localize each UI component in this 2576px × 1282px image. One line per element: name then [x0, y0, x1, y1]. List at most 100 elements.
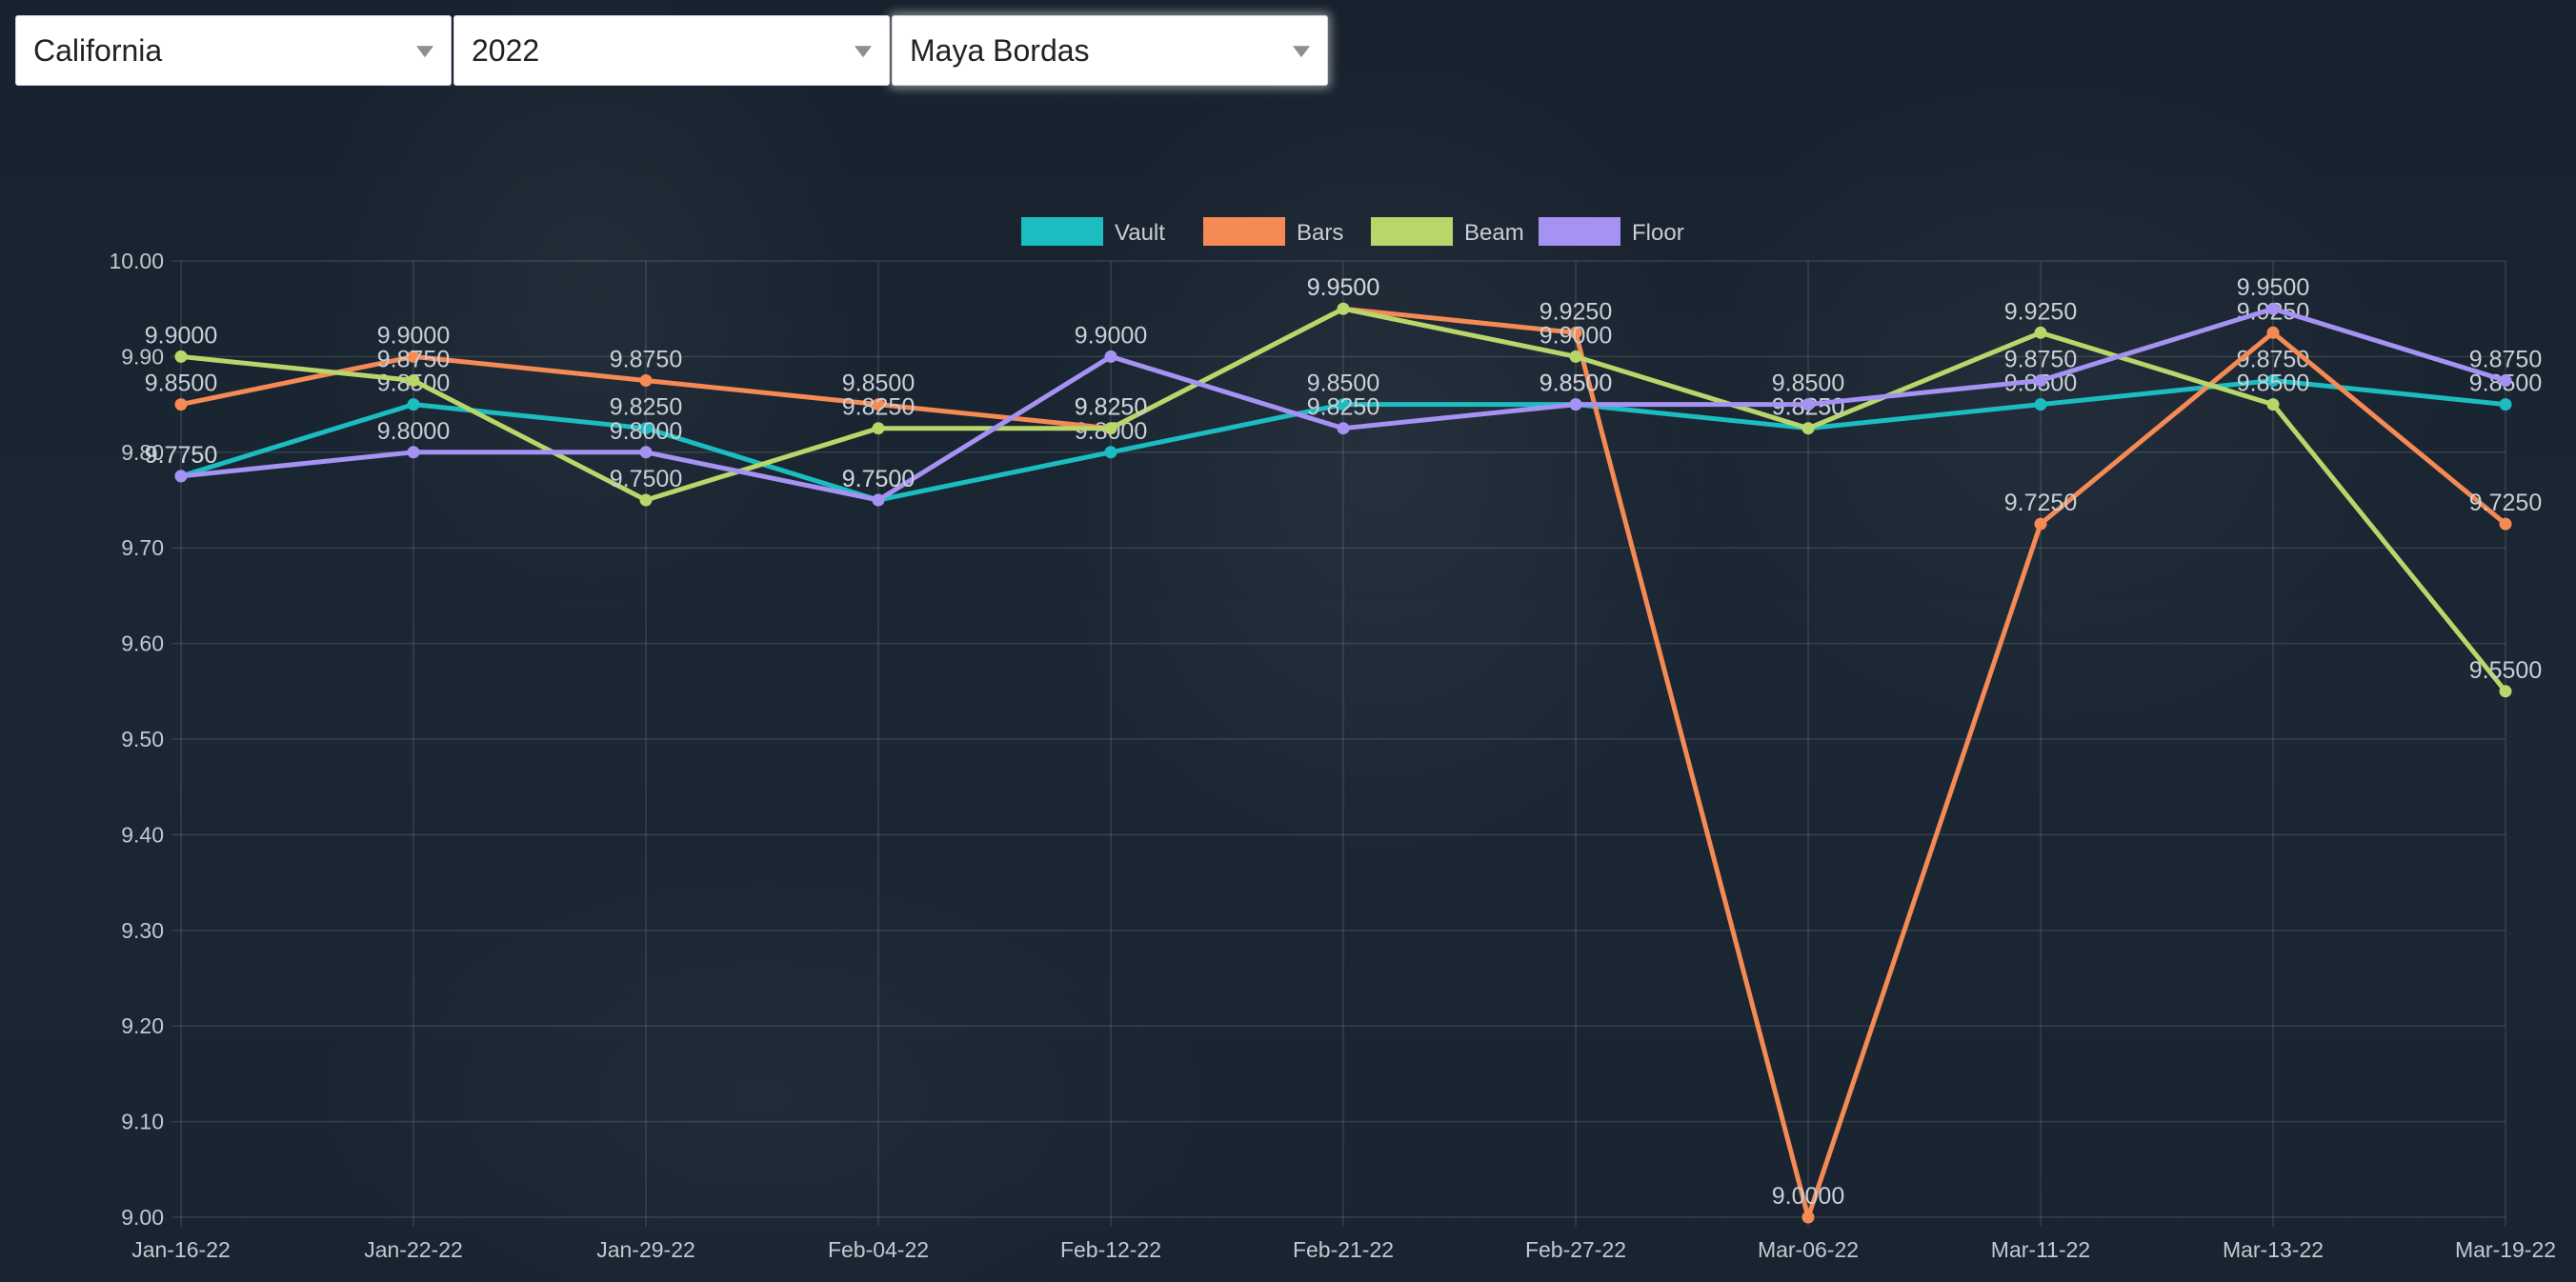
data-point-bars[interactable] — [872, 398, 885, 411]
data-point-beam[interactable] — [2266, 398, 2280, 411]
x-tick-label: Mar-06-22 — [1758, 1237, 1859, 1262]
data-label-floor: 9.9000 — [1075, 322, 1147, 349]
data-label-floor: 9.9500 — [2237, 274, 2309, 301]
data-point-bars[interactable] — [2499, 517, 2512, 531]
chevron-down-icon — [416, 46, 433, 58]
data-label-bars: 9.8500 — [145, 371, 217, 397]
x-tick-label: Feb-12-22 — [1060, 1237, 1161, 1262]
x-tick-label: Jan-16-22 — [131, 1237, 231, 1262]
y-tick-label: 9.30 — [121, 918, 164, 943]
data-point-floor[interactable] — [1337, 422, 1350, 435]
state-select-value: California — [33, 32, 163, 68]
data-label-floor: 9.7750 — [145, 442, 217, 469]
legend-label-bars[interactable]: Bars — [1297, 220, 1343, 246]
data-label-bars: 9.8500 — [842, 371, 915, 397]
legend-label-beam[interactable]: Beam — [1464, 220, 1524, 246]
data-label-beam: 9.9000 — [145, 322, 217, 349]
y-tick-label: 9.50 — [121, 727, 164, 751]
data-label-beam: 9.8500 — [2237, 371, 2309, 397]
legend-label-floor[interactable]: Floor — [1632, 220, 1684, 246]
data-point-bars[interactable] — [407, 350, 420, 363]
data-label-beam: 9.7500 — [610, 466, 682, 492]
data-label-floor: 9.8750 — [2004, 347, 2077, 373]
data-label-floor: 9.8500 — [1540, 371, 1612, 397]
data-label-bars: 9.9250 — [1540, 298, 1612, 325]
y-tick-label: 9.40 — [121, 822, 164, 847]
legend-swatch-bars[interactable] — [1203, 217, 1285, 246]
x-tick-label: Jan-22-22 — [364, 1237, 463, 1262]
x-tick-label: Mar-11-22 — [1991, 1237, 2090, 1262]
data-point-floor[interactable] — [1801, 398, 1815, 411]
year-select-value: 2022 — [472, 32, 540, 68]
data-point-floor[interactable] — [174, 470, 188, 483]
data-point-floor[interactable] — [639, 446, 653, 459]
data-label-beam: 9.9250 — [2004, 298, 2077, 325]
data-label-bars: 9.8750 — [610, 347, 682, 373]
data-point-beam[interactable] — [174, 350, 188, 363]
x-tick-label: Mar-13-22 — [2223, 1237, 2324, 1262]
data-label-floor: 9.7500 — [842, 466, 915, 492]
data-point-beam[interactable] — [1569, 350, 1582, 363]
year-select[interactable]: 2022 — [453, 15, 890, 86]
data-point-bars[interactable] — [2266, 326, 2280, 339]
data-point-vault[interactable] — [1337, 398, 1350, 411]
data-point-bars[interactable] — [639, 374, 653, 387]
data-point-beam[interactable] — [639, 493, 653, 507]
data-label-floor: 9.8000 — [377, 418, 450, 445]
data-label-floor: 9.8500 — [1772, 371, 1844, 397]
chevron-down-icon — [1293, 46, 1310, 58]
data-point-bars[interactable] — [174, 398, 188, 411]
data-label-beam: 9.9000 — [1540, 322, 1612, 349]
y-tick-label: 9.80 — [121, 440, 164, 465]
data-point-floor[interactable] — [1569, 398, 1582, 411]
data-point-vault[interactable] — [2266, 374, 2280, 387]
data-point-floor[interactable] — [1104, 350, 1117, 363]
y-tick-label: 10.00 — [109, 249, 164, 273]
y-tick-label: 9.20 — [121, 1013, 164, 1038]
legend-label-vault[interactable]: Vault — [1115, 220, 1165, 246]
data-point-beam[interactable] — [2499, 685, 2512, 698]
data-label-vault: 9.8500 — [1540, 371, 1612, 397]
data-label-beam: 9.9500 — [1307, 274, 1379, 301]
legend-swatch-floor[interactable] — [1539, 217, 1620, 246]
data-point-vault[interactable] — [2499, 398, 2512, 411]
data-label-beam: 9.8250 — [842, 394, 915, 421]
data-label-vault: 9.8500 — [1307, 371, 1379, 397]
data-point-beam[interactable] — [872, 422, 885, 435]
data-point-floor[interactable] — [2266, 302, 2280, 315]
legend-swatch-vault[interactable] — [1021, 217, 1103, 246]
data-point-vault[interactable] — [639, 422, 653, 435]
data-point-floor[interactable] — [2034, 374, 2047, 387]
data-point-beam[interactable] — [1337, 302, 1350, 315]
state-select[interactable]: California — [15, 15, 452, 86]
data-point-floor[interactable] — [872, 493, 885, 507]
data-label-vault: 9.8250 — [610, 394, 682, 421]
data-point-bars[interactable] — [1801, 1211, 1815, 1224]
data-label-floor: 9.8000 — [610, 418, 682, 445]
data-label-bars: 9.9000 — [377, 322, 450, 349]
y-tick-label: 9.70 — [121, 535, 164, 560]
x-tick-label: Jan-29-22 — [596, 1237, 695, 1262]
gymnast-select[interactable]: Maya Bordas — [892, 15, 1328, 86]
data-point-vault[interactable] — [1104, 446, 1117, 459]
data-point-floor[interactable] — [407, 446, 420, 459]
data-point-vault[interactable] — [2034, 398, 2047, 411]
data-label-beam: 9.5500 — [2469, 657, 2542, 684]
data-point-bars[interactable] — [2034, 517, 2047, 531]
data-label-bars: 9.9500 — [1307, 274, 1379, 301]
data-label-bars: 9.7250 — [2004, 490, 2077, 516]
data-point-beam[interactable] — [407, 374, 420, 387]
data-label-bars: 9.0000 — [1772, 1183, 1844, 1210]
data-point-vault[interactable] — [407, 398, 420, 411]
data-point-bars[interactable] — [1569, 326, 1582, 339]
legend-swatch-beam[interactable] — [1371, 217, 1453, 246]
data-point-floor[interactable] — [2499, 374, 2512, 387]
data-point-beam[interactable] — [1104, 422, 1117, 435]
data-label-vault: 9.8750 — [2237, 347, 2309, 373]
y-tick-label: 9.00 — [121, 1205, 164, 1230]
data-label-floor: 9.8250 — [1307, 394, 1379, 421]
data-point-beam[interactable] — [2034, 326, 2047, 339]
data-point-beam[interactable] — [1801, 422, 1815, 435]
